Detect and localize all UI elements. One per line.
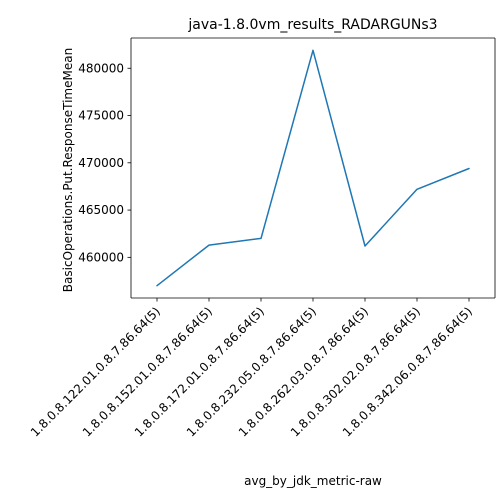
series-layer: [156, 49, 470, 287]
x-axis-ticks: 1.8.0.8.122.01.0.8.7.86.64(5)1.8.0.8.152…: [28, 298, 475, 440]
y-tick-label: 475000: [78, 109, 124, 123]
series-line: [156, 49, 470, 287]
y-axis-title: BasicOperations.Put.ResponseTimeMean: [61, 48, 75, 292]
y-tick-label: 470000: [78, 156, 124, 170]
y-tick-label: 465000: [78, 203, 124, 217]
plot-area: [130, 37, 496, 299]
y-axis-ticks: 460000 465000 470000 475000 480000: [78, 61, 131, 264]
x-axis-title: avg_by_jdk_metric-raw: [244, 474, 382, 488]
chart-title: java-1.8.0vm_results_RADARGUNs3: [187, 17, 437, 33]
y-tick-label: 460000: [78, 250, 124, 264]
y-tick-label: 480000: [78, 61, 124, 75]
